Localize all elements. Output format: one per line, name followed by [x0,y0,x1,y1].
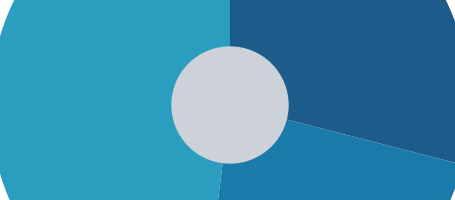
Circle shape [172,47,288,163]
Polygon shape [199,105,455,200]
Polygon shape [0,0,229,200]
Polygon shape [229,0,455,165]
